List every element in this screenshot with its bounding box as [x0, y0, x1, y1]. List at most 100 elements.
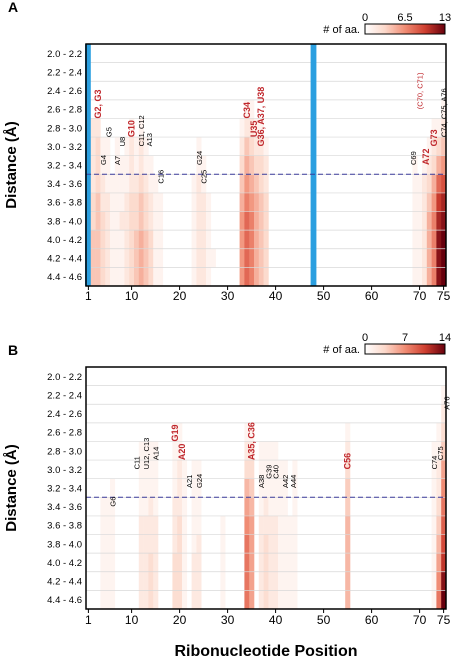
heatmap-cell: [191, 497, 197, 517]
heatmap-cell: [273, 441, 279, 461]
x-tick-label: 1: [85, 289, 92, 303]
heatmap-cell: [153, 230, 159, 250]
heatmap-cell: [90, 211, 96, 231]
heatmap-cell: [134, 155, 140, 175]
heatmap-cell: [282, 534, 288, 554]
residue-annotation: A13: [145, 133, 154, 146]
heatmap-cell: [138, 192, 144, 212]
heatmap-cell: [110, 553, 116, 573]
heatmap-cell: [124, 267, 130, 287]
heatmap-cell: [220, 571, 226, 591]
heatmap-cell: [206, 230, 212, 250]
heatmap-cell: [239, 192, 245, 212]
heatmap-cell: [100, 155, 106, 175]
heatmap-cell: [249, 441, 255, 461]
heatmap-cell: [148, 571, 154, 591]
x-tick-label: 40: [269, 289, 283, 303]
heatmap-cell: [143, 534, 149, 554]
heatmap-cell: [422, 267, 428, 287]
heatmap-cell: [292, 497, 298, 517]
heatmap-cell: [258, 590, 264, 610]
panel-letter: A: [8, 0, 18, 15]
heatmap-cell: [220, 590, 226, 610]
y-tick-label: 4.4 - 4.6: [47, 595, 82, 606]
heatmap-cell: [254, 192, 260, 212]
x-tick-label: 10: [125, 613, 139, 627]
heatmap-cell: [244, 211, 250, 231]
heatmap-cell: [278, 590, 284, 610]
heatmap-cell: [417, 230, 423, 250]
heatmap-cell: [143, 174, 149, 194]
heatmap-cell: [196, 515, 202, 535]
heatmap-cell: [431, 155, 437, 175]
heatmap-cell: [278, 553, 284, 573]
heatmap-cell: [124, 155, 130, 175]
heatmap-cell: [143, 460, 149, 479]
heatmap-cell: [119, 174, 125, 194]
y-tick-label: 4.4 - 4.6: [47, 272, 82, 283]
heatmap-cell: [249, 534, 255, 554]
heatmap-cell: [129, 155, 135, 175]
heatmap-cell: [345, 460, 351, 479]
heatmap-cell: [441, 174, 447, 194]
heatmap-cell: [436, 553, 442, 573]
heatmap-cell: [431, 460, 437, 479]
y-tick-label: 3.4 - 3.6: [47, 502, 82, 513]
heatmap-cell: [172, 534, 178, 554]
heatmap-cell: [196, 192, 202, 212]
heatmap-cell: [220, 534, 226, 554]
heatmap-cell: [114, 267, 120, 287]
heatmap-cell: [436, 155, 442, 175]
heatmap-cell: [249, 192, 255, 212]
heatmap-cell: [191, 192, 197, 212]
heatmap-cell: [422, 248, 428, 268]
y-tick-label: 2.4 - 2.6: [47, 409, 82, 420]
heatmap-cell: [148, 497, 154, 517]
heatmap-cell: [172, 497, 178, 517]
heatmap-cell: [143, 192, 149, 212]
heatmap-cell: [345, 515, 351, 535]
heatmap-cell: [172, 590, 178, 610]
heatmap-cell: [436, 478, 442, 498]
heatmap-cell: [249, 248, 255, 268]
y-tick-label: 2.8 - 3.0: [47, 446, 82, 457]
heatmap-cell: [177, 460, 183, 479]
heatmap-cell: [273, 571, 279, 591]
heatmap-cell: [105, 571, 111, 591]
heatmap-cell: [292, 553, 298, 573]
heatmap-cell: [124, 248, 130, 268]
heatmap-cell: [244, 460, 250, 479]
heatmap-cell: [177, 571, 183, 591]
heatmap-cell: [263, 155, 269, 175]
heatmap-cell: [278, 571, 284, 591]
heatmap-cell: [110, 497, 116, 517]
heatmap-cell: [258, 267, 264, 287]
heatmap-cell: [436, 174, 442, 194]
heatmap-cell: [441, 385, 447, 405]
heatmap-cell: [244, 248, 250, 268]
heatmap-cell: [441, 534, 447, 554]
heatmap-cell: [220, 553, 226, 573]
heatmap-cell: [95, 155, 101, 175]
residue-annotation: C11, C12: [137, 115, 146, 146]
heatmap-cell: [196, 267, 202, 287]
heatmap-cell: [258, 571, 264, 591]
heatmap-cell: [114, 211, 120, 231]
residue-annotation: A35, C36: [247, 422, 257, 460]
heatmap-cell: [206, 267, 212, 287]
heatmap-cell: [105, 137, 111, 156]
heatmap-cell: [138, 478, 144, 498]
heatmap-cell: [292, 478, 298, 498]
heatmap-cell: [431, 571, 437, 591]
heatmap-cell: [254, 118, 260, 138]
heatmap-cell: [417, 192, 423, 212]
colorbar-tick: 14: [439, 332, 451, 344]
heatmap-cell: [119, 211, 125, 231]
heatmap-cell: [191, 230, 197, 250]
heatmap-cell: [239, 248, 245, 268]
heatmap-cell: [153, 192, 159, 212]
heatmap-cell: [100, 174, 106, 194]
heatmap-cell: [436, 211, 442, 231]
heatmap-cell: [417, 174, 423, 194]
y-tick-label: 2.4 - 2.6: [47, 86, 82, 97]
